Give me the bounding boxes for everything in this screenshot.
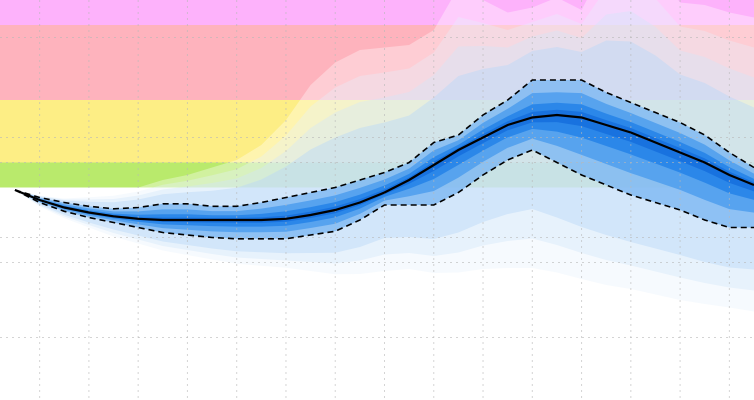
spread-inner-3 <box>15 102 754 227</box>
background-band-3 <box>0 25 754 100</box>
median-line <box>14 113 754 222</box>
upper-quartile-line <box>14 79 754 210</box>
lower-quartile-line <box>14 149 754 240</box>
series-lines <box>14 79 754 240</box>
background-band-4 <box>0 0 754 25</box>
